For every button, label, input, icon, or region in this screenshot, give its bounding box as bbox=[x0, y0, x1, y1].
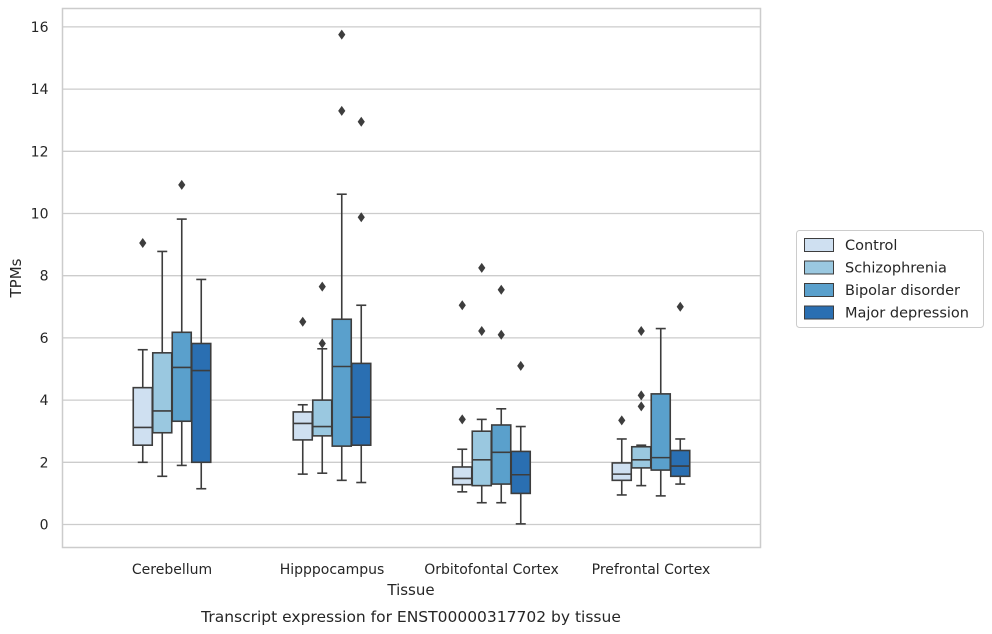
legend-label-2: Bipolar disorder bbox=[845, 283, 960, 299]
outlier-point-0 bbox=[357, 212, 365, 223]
box-iqr bbox=[311, 399, 333, 437]
legend: Control Schizophrenia Bipolar disorder Majo… bbox=[796, 230, 984, 328]
outlier-point-1 bbox=[338, 29, 346, 40]
box-iqr bbox=[151, 352, 173, 434]
box-iqr bbox=[669, 449, 691, 478]
y-tick-label-16: 16 bbox=[31, 20, 49, 36]
outlier-point-1 bbox=[478, 262, 486, 273]
box-3-2 bbox=[650, 327, 672, 497]
legend-swatch-1 bbox=[804, 260, 834, 275]
outlier-point-0 bbox=[139, 238, 147, 249]
box-1-0 bbox=[292, 316, 314, 475]
legend-frame bbox=[796, 230, 984, 328]
x-tick-label-3: Prefrontal Cortex bbox=[592, 562, 711, 578]
outlier-point-0 bbox=[458, 414, 466, 425]
box-iqr bbox=[451, 466, 473, 486]
boxes bbox=[132, 29, 691, 525]
box-iqr bbox=[292, 411, 314, 441]
outlier-point-1 bbox=[637, 390, 645, 401]
legend-swatch-0 bbox=[804, 238, 834, 252]
y-tick-label-10: 10 bbox=[31, 207, 49, 223]
box-1-2 bbox=[331, 29, 353, 482]
chart-caption: Transcript expression for ENST0000031770… bbox=[200, 608, 621, 626]
outlier-point-0 bbox=[637, 401, 645, 412]
box-iqr bbox=[350, 362, 372, 446]
legend-label-0: Control bbox=[845, 238, 897, 254]
outlier-point-0 bbox=[178, 179, 186, 190]
legend-entries: Control Schizophrenia Bipolar disorder Majo… bbox=[804, 238, 969, 322]
box-3-0 bbox=[611, 415, 633, 496]
box-0-0 bbox=[132, 238, 154, 464]
box-1-3 bbox=[350, 116, 372, 484]
outlier-point-2 bbox=[637, 326, 645, 337]
box-0-3 bbox=[190, 278, 212, 490]
outlier-point-0 bbox=[517, 360, 525, 371]
box-iqr bbox=[611, 462, 633, 482]
box-1-1 bbox=[311, 281, 333, 474]
y-tick-label-8: 8 bbox=[40, 269, 49, 285]
box-3-3 bbox=[669, 301, 691, 485]
outlier-point-0 bbox=[497, 329, 505, 340]
outlier-point-1 bbox=[357, 116, 365, 127]
x-tick-label-1: Hipppocampus bbox=[280, 562, 385, 578]
box-0-1 bbox=[151, 250, 173, 478]
box-iqr bbox=[171, 331, 193, 423]
box-2-3 bbox=[510, 360, 532, 525]
plot-area-frame bbox=[61, 7, 762, 549]
box-iqr bbox=[630, 445, 652, 469]
y-tick-label-0: 0 bbox=[40, 518, 49, 534]
box-iqr bbox=[190, 342, 212, 464]
outlier-point-1 bbox=[497, 284, 505, 295]
legend-label-3: Major depression bbox=[845, 306, 969, 322]
y-tick-label-14: 14 bbox=[31, 82, 49, 98]
x-axis-label: Tissue bbox=[386, 581, 434, 599]
x-tick-label-0: Cerebellum bbox=[132, 562, 212, 578]
box-2-0 bbox=[451, 300, 473, 493]
box-iqr bbox=[650, 393, 672, 471]
y-tick-label-12: 12 bbox=[31, 144, 49, 160]
outlier-point-0 bbox=[318, 338, 326, 349]
box-iqr bbox=[331, 318, 353, 447]
legend-label-1: Schizophrenia bbox=[845, 261, 947, 277]
legend-swatch-2 bbox=[804, 283, 834, 297]
x-tick-labels: Cerebellum Hipppocampus Orbitofontal Corte… bbox=[132, 562, 710, 578]
outlier-point-0 bbox=[299, 316, 307, 327]
box-iqr bbox=[471, 430, 493, 487]
outlier-point-1 bbox=[318, 281, 326, 292]
outlier-point-1 bbox=[458, 300, 466, 311]
outlier-point-0 bbox=[338, 105, 346, 116]
outlier-point-0 bbox=[478, 326, 486, 337]
legend-swatch-3 bbox=[804, 305, 834, 320]
outlier-point-0 bbox=[618, 415, 626, 426]
y-axis-label: TPMs bbox=[7, 258, 25, 298]
box-3-1 bbox=[630, 326, 652, 487]
box-iqr bbox=[490, 424, 512, 485]
box-2-1 bbox=[471, 262, 493, 504]
outlier-point-0 bbox=[676, 301, 684, 312]
box-iqr bbox=[510, 450, 532, 495]
y-tick-label-2: 2 bbox=[40, 455, 49, 471]
y-tick-label-4: 4 bbox=[40, 393, 49, 409]
y-tick-label-6: 6 bbox=[40, 331, 49, 347]
box-0-2 bbox=[171, 179, 193, 467]
x-tick-label-2: Orbitofontal Cortex bbox=[424, 562, 559, 578]
y-tick-labels: 0 2 4 6 8 10 12 14 16 bbox=[31, 20, 49, 534]
box-iqr bbox=[132, 386, 154, 446]
box-2-2 bbox=[490, 284, 512, 504]
